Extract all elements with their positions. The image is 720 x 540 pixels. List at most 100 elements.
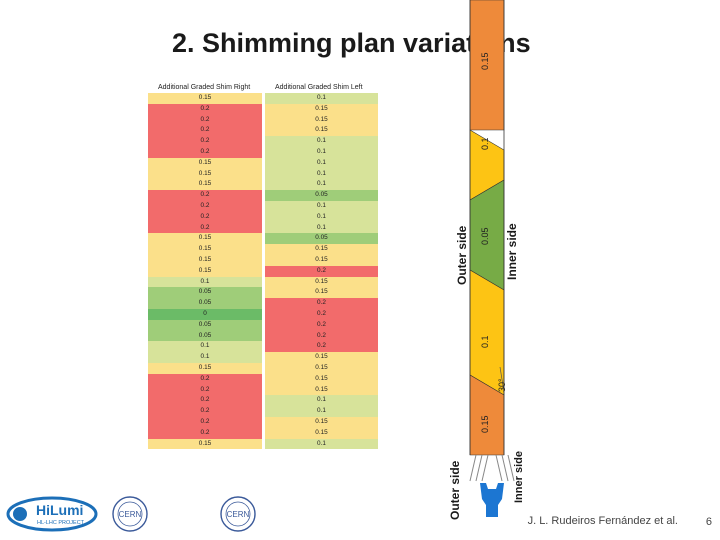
left_shim-cell: 0.15 <box>265 373 378 385</box>
table-row: 0.1 <box>265 395 378 407</box>
cross-section-icon <box>469 455 515 517</box>
left-shim-header: Additional Graded Shim Left <box>275 84 363 91</box>
table-row: 0.05 <box>148 287 262 299</box>
left_shim-cell: 0.15 <box>265 103 378 115</box>
left_shim-cell: 0.1 <box>265 222 378 234</box>
left_shim-cell: 0.1 <box>265 438 378 450</box>
table-row: 0.1 <box>265 179 378 191</box>
table-row: 0.15 <box>148 244 262 255</box>
table-row: 0.15 <box>265 362 378 374</box>
right_shim-cell: 0.2 <box>148 190 262 201</box>
right_shim-cell: 0.15 <box>148 157 262 169</box>
right_shim-cell: 0.2 <box>148 103 262 115</box>
table-row: 0.2 <box>265 319 378 331</box>
right_shim-cell: 0.2 <box>148 395 262 407</box>
table-row: 0.15 <box>265 384 378 396</box>
left_shim-cell: 0.1 <box>265 200 378 212</box>
hilumi-logo: HiLumi HL-LHC PROJECT <box>6 496 98 532</box>
table-row: 0.2 <box>148 427 262 439</box>
table-row: 0.2 <box>148 125 262 137</box>
right_shim-cell: 0.2 <box>148 384 262 396</box>
outer-side-label: Outer side <box>455 225 469 285</box>
table-row: 0.1 <box>265 406 378 417</box>
left_shim-cell: 0.1 <box>265 406 378 417</box>
table-row: 0.15 <box>265 287 378 299</box>
right_shim-cell: 0.15 <box>148 265 262 277</box>
cern-logo-1: CERN <box>112 496 148 532</box>
left_shim-cell: 0.2 <box>265 298 378 309</box>
table-row: 0.2 <box>265 341 378 353</box>
table-row: 0.2 <box>148 211 262 223</box>
table-row: 0.2 <box>265 265 378 277</box>
left_shim-cell: 0.2 <box>265 330 378 342</box>
table-row: 0.15 <box>148 168 262 180</box>
table-row: 0.2 <box>148 190 262 201</box>
right_shim-cell: 0.1 <box>148 352 262 363</box>
table-row: 0.2 <box>148 146 262 158</box>
right_shim-cell: 0.15 <box>148 254 262 266</box>
segment-label-1: 0.15 <box>480 52 490 70</box>
cern-logo-2: CERN <box>220 496 256 532</box>
left_shim-cell: 0.1 <box>265 179 378 191</box>
left_shim-cell: 0.1 <box>265 395 378 407</box>
footer-author: J. L. Rudeiros Fernández et al. <box>527 515 678 527</box>
table-row: 0.15 <box>265 373 378 385</box>
table-row: 0.1 <box>265 157 378 169</box>
table-row: 0.2 <box>148 136 262 147</box>
table-row: 0.15 <box>148 233 262 245</box>
table-row: 0.15 <box>265 125 378 137</box>
right_shim-cell: 0.2 <box>148 136 262 147</box>
right_shim-cell: 0.15 <box>148 244 262 255</box>
inner-side-label: Inner side <box>505 223 519 280</box>
left_shim-cell: 0.15 <box>265 254 378 266</box>
table-row: 0.15 <box>265 103 378 115</box>
table-row: 0.15 <box>148 254 262 266</box>
table-row: 0.1 <box>265 438 378 450</box>
table-row: 0.15 <box>148 438 262 450</box>
left_shim-cell: 0.15 <box>265 427 378 439</box>
table-row: 0.1 <box>265 168 378 180</box>
cern-logo-1-text: CERN <box>119 510 142 519</box>
right-shim-table: 0.15 0.2 0.2 0.2 0.2 0.2 0.15 0.15 0.15 0.2 0.2 0.2… <box>148 93 262 450</box>
right_shim-cell: 0.2 <box>148 406 262 417</box>
right_shim-cell: 0 <box>148 308 262 320</box>
table-row: 0.2 <box>148 384 262 396</box>
left_shim-cell: 0.15 <box>265 244 378 255</box>
page-number: 6 <box>705 516 712 528</box>
table-row: 0.1 <box>265 200 378 212</box>
table-row: 0.15 <box>148 93 262 104</box>
table-row: 0.2 <box>148 373 262 385</box>
table-row: 0.2 <box>148 103 262 115</box>
left-shim-table: 0.1 0.15 0.15 0.15 0.1 0.1 0.1 0.1 0.1 0.05 0.1 0.1… <box>265 93 378 450</box>
right_shim-cell: 0.2 <box>148 373 262 385</box>
right_shim-cell: 0.05 <box>148 330 262 342</box>
table-row: 0.2 <box>148 114 262 126</box>
left_shim-cell: 0.15 <box>265 287 378 299</box>
table-row: 0.15 <box>265 254 378 266</box>
right_shim-cell: 0.2 <box>148 125 262 137</box>
right_shim-cell: 0.2 <box>148 222 262 234</box>
right_shim-cell: 0.2 <box>148 427 262 439</box>
table-row: 0.2 <box>148 200 262 212</box>
right_shim-cell: 0.1 <box>148 341 262 353</box>
left_shim-cell: 0.15 <box>265 384 378 396</box>
left_shim-cell: 0.1 <box>265 211 378 223</box>
right_shim-cell: 0.05 <box>148 319 262 331</box>
table-row: 0.1 <box>265 93 378 104</box>
left_shim-cell: 0.05 <box>265 190 378 201</box>
right_shim-cell: 0.2 <box>148 416 262 428</box>
left_shim-cell: 0.1 <box>265 157 378 169</box>
table-row: 0.1 <box>148 352 262 363</box>
left_shim-cell: 0.1 <box>265 146 378 158</box>
table-row: 0.1 <box>265 211 378 223</box>
table-row: 0.05 <box>148 330 262 342</box>
table-row: 0.15 <box>265 114 378 126</box>
table-row: 0.05 <box>265 233 378 245</box>
table-row: 0.2 <box>148 406 262 417</box>
table-row: 0.15 <box>148 362 262 374</box>
table-row: 0.1 <box>265 146 378 158</box>
table-row: 0.05 <box>148 319 262 331</box>
left_shim-cell: 0.1 <box>265 93 378 104</box>
table-row: 0.2 <box>265 308 378 320</box>
cern-logo-2-text: CERN <box>227 510 250 519</box>
